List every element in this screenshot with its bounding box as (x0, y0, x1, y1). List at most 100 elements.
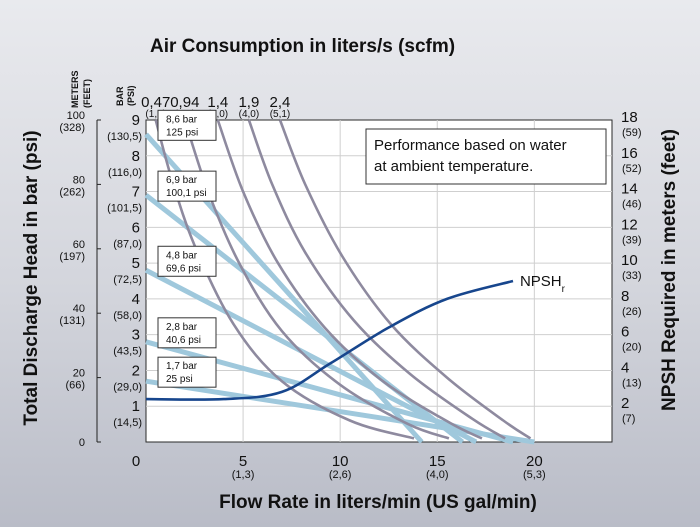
pressure-line-1 (144, 193, 465, 444)
psi-header: (PSI) (126, 85, 136, 106)
note-box: Performance based on water at ambient te… (365, 128, 607, 185)
pressure-label-box-0: 8,6 bar 125 psi (157, 109, 217, 141)
feet-tick-label-5: (328) (59, 122, 85, 134)
y-axis-label-left: Total Discharge Head in bar (psi) (21, 130, 42, 425)
psi-tick-label-0: (14,5) (113, 417, 142, 429)
note-line-2: at ambient temperature. (374, 158, 533, 175)
x-tick-label-3: 15 (429, 453, 446, 470)
pressure-label-rect-4 (157, 356, 217, 388)
x-tick-label-0: 0 (132, 453, 140, 470)
pressure-label-3: 2,8 bar (166, 322, 198, 333)
meters-tick-label-0: 0 (79, 437, 85, 449)
npsh-tick-label-4: 10 (621, 252, 638, 269)
pressure-label-rect-3 (157, 317, 217, 349)
npsh-tick-sublabel-0: (7) (622, 413, 635, 425)
pressure-sublabel-2: 69,6 psi (166, 263, 201, 274)
bar-tick-label-4: 5 (132, 255, 140, 272)
npsh-curve (145, 279, 514, 401)
pressure-label-box-2: 4,8 bar 69,6 psi (157, 245, 217, 277)
pressure-label-rect-2 (157, 245, 217, 277)
feet-tick-label-1: (66) (65, 380, 85, 392)
x-tick-label-4: 20 (526, 453, 543, 470)
feet-tick-label-4: (262) (59, 186, 85, 198)
note-line-1: Performance based on water (374, 137, 567, 154)
meters-tick-label-4: 80 (73, 174, 85, 186)
bar-tick-label-2: 3 (132, 327, 140, 344)
npsh-tick-label-0: 2 (621, 395, 629, 412)
psi-tick-label-2: (43,5) (113, 346, 142, 358)
pressure-label-box-4: 1,7 bar 25 psi (157, 356, 217, 388)
chart-title: Air Consumption in liters/s (scfm) (150, 36, 455, 57)
air-curve-2 (216, 119, 483, 440)
npsh-tick-label-5: 12 (621, 216, 638, 233)
pressure-label-rect-0 (157, 109, 217, 141)
npsh-label: NPSHr (520, 273, 566, 295)
npsh-tick-label-1: 4 (621, 359, 629, 376)
x-tick-sublabel-1: (1,3) (232, 469, 255, 481)
air-curve-label-4: 2,4 (270, 94, 291, 111)
air-curve-sublabel-3: (4,0) (239, 109, 260, 120)
bar-tick-label-0: 1 (132, 398, 140, 415)
pressure-label-0: 8,6 bar (166, 114, 198, 125)
npsh-tick-sublabel-3: (26) (622, 306, 642, 318)
air-curve-sublabel-2: (3,0) (208, 109, 229, 120)
npsh-tick-sublabel-6: (46) (622, 199, 642, 211)
meters-tick-label-1: 20 (73, 368, 85, 380)
pressure-line-2 (144, 268, 478, 445)
pressure-sublabel-4: 25 psi (166, 374, 193, 385)
npsh-tick-sublabel-4: (33) (622, 270, 642, 282)
curve-labels: 0,47(1,0)0,94(2,0)1,4(3,0)1,9(4,0)2,4(5,… (141, 94, 566, 388)
y-axis-label-right: NPSH Required in meters (feet) (659, 129, 680, 411)
pressure-label-1: 6,9 bar (166, 175, 198, 186)
npsh-tick-sublabel-7: (52) (622, 163, 642, 175)
npsh-tick-label-2: 6 (621, 324, 629, 341)
feet-header: (FEET) (82, 79, 92, 108)
npsh-tick-sublabel-5: (39) (622, 234, 642, 246)
npsh-tick-sublabel-1: (13) (622, 377, 642, 389)
meters-tick-label-3: 60 (73, 239, 85, 251)
bar-header: BAR (115, 86, 125, 106)
axes: 020(66)40(131)60(197)80(262)100(328)METE… (59, 70, 641, 481)
air-curve-label-1: 0,94 (170, 94, 199, 111)
psi-tick-label-1: (29,0) (113, 381, 142, 393)
psi-tick-label-5: (87,0) (113, 238, 142, 250)
meters-tick-label-5: 100 (67, 110, 85, 122)
pressure-label-box-1: 6,9 bar 100,1 psi (157, 170, 217, 202)
pressure-label-rect-1 (157, 170, 217, 202)
psi-tick-label-7: (116,0) (108, 167, 142, 179)
air-curve-sublabel-0: (1,0) (145, 109, 166, 120)
bar-tick-label-8: 9 (132, 112, 140, 129)
air-curve-label-2: 1,4 (207, 94, 228, 111)
npsh-tick-label-8: 18 (621, 109, 638, 126)
psi-tick-label-4: (72,5) (113, 274, 142, 286)
pressure-sublabel-0: 125 psi (166, 127, 198, 138)
air-curve-label-0: 0,47 (141, 94, 170, 111)
feet-tick-label-2: (131) (59, 315, 85, 327)
pressure-sublabel-3: 40,6 psi (166, 335, 201, 346)
psi-tick-label-3: (58,0) (113, 310, 142, 322)
npsh-tick-label-6: 14 (621, 181, 638, 198)
npsh-label-subscript: r (562, 284, 566, 295)
bar-tick-label-7: 8 (132, 148, 140, 165)
air-curve-4 (278, 119, 532, 440)
feet-tick-label-3: (197) (59, 251, 85, 263)
x-tick-sublabel-4: (5,3) (523, 469, 546, 481)
pressure-label-4: 1,7 bar (166, 361, 198, 372)
npsh-curve-line (145, 279, 514, 401)
bar-tick-label-6: 7 (132, 184, 140, 201)
air-curve-sublabel-4: (5,1) (270, 109, 291, 120)
npsh-tick-label-3: 8 (621, 288, 629, 305)
npsh-tick-label-7: 16 (621, 145, 638, 162)
npsh-tick-sublabel-2: (20) (622, 342, 642, 354)
x-tick-label-2: 10 (332, 453, 349, 470)
meters-header: METERS (70, 70, 80, 108)
bar-tick-label-3: 4 (132, 291, 140, 308)
psi-tick-label-8: (130,5) (107, 131, 142, 143)
x-axis-label: Flow Rate in liters/min (US gal/min) (219, 492, 537, 513)
bar-tick-label-5: 6 (132, 219, 140, 236)
x-tick-sublabel-3: (4,0) (426, 469, 449, 481)
bar-tick-label-1: 2 (132, 362, 140, 379)
pressure-label-box-3: 2,8 bar 40,6 psi (157, 317, 217, 349)
psi-tick-label-6: (101,5) (107, 203, 142, 215)
